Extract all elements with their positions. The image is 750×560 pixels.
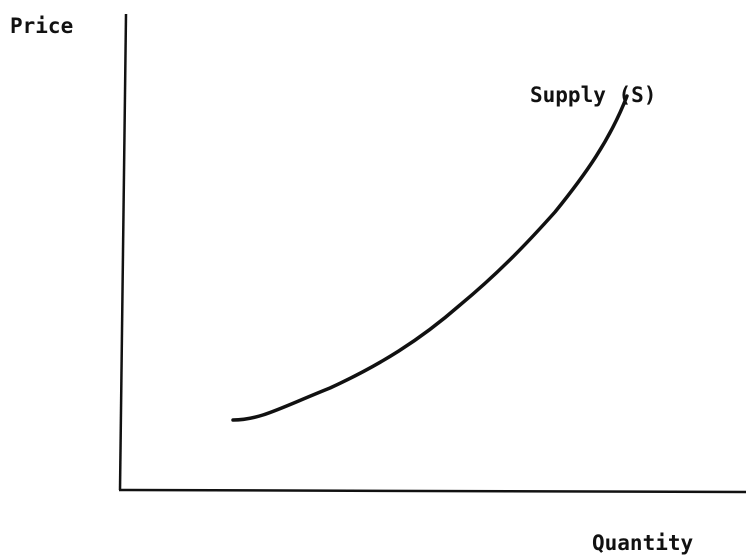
curve-label: Supply (S) [530,83,656,107]
x-axis [118,488,747,494]
x-axis-label: Quantity [592,531,694,555]
y-axis-label: Price [10,14,73,38]
y-axis [118,13,128,491]
supply-curve [231,94,629,422]
